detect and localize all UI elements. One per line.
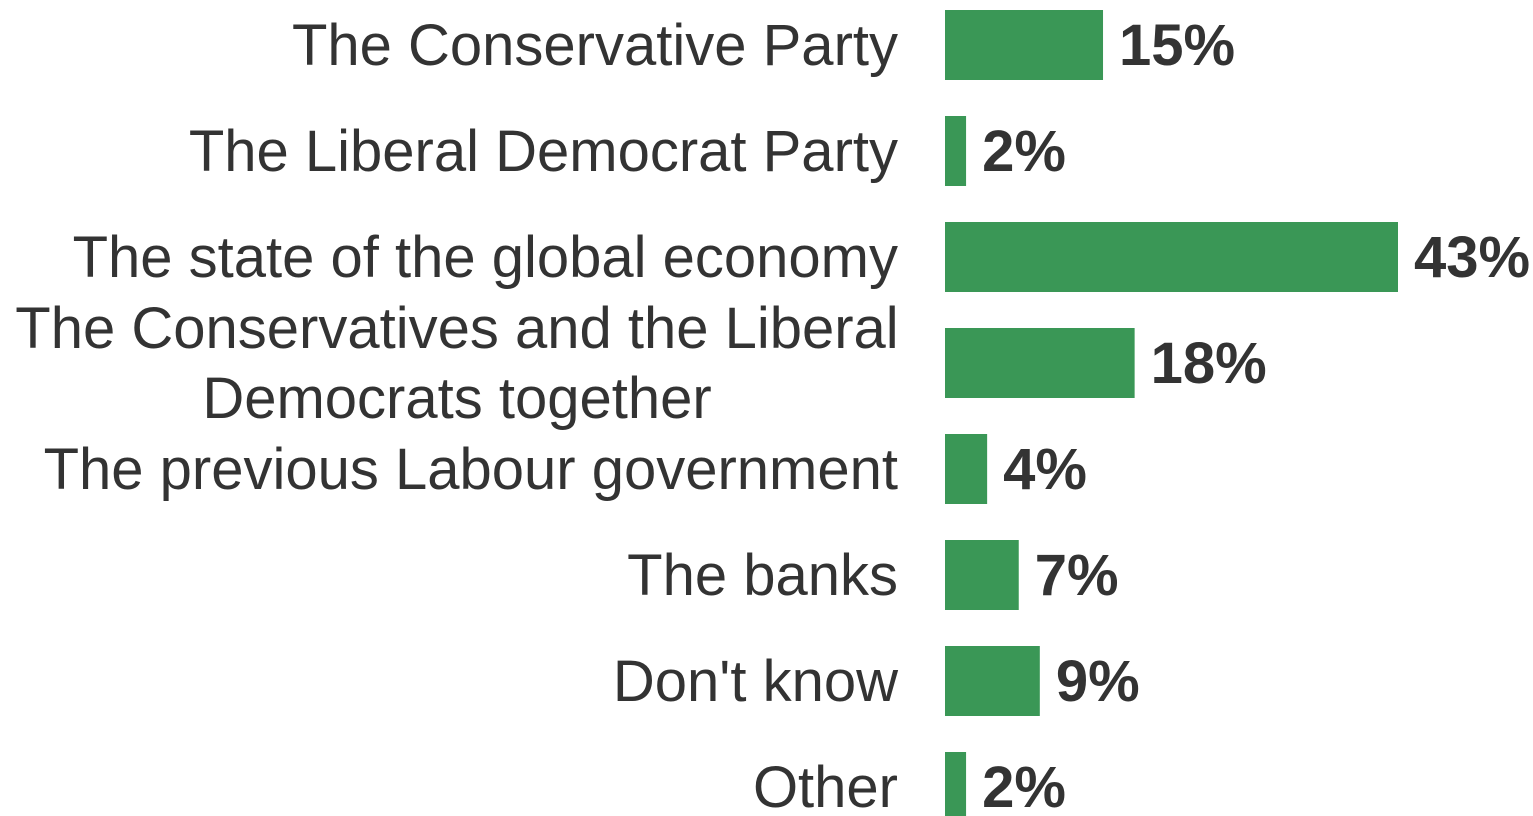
bar <box>945 646 1040 716</box>
category-label: The Conservative Party <box>292 13 898 78</box>
value-label: 2% <box>982 755 1066 816</box>
bar <box>945 752 967 816</box>
bars-group <box>945 10 1398 816</box>
category-labels-group: The Conservative Party The Liberal Democr… <box>15 13 899 816</box>
category-label: Don't know <box>613 649 899 714</box>
category-label: The banks <box>627 543 898 608</box>
bar <box>945 10 1104 80</box>
value-labels-group: 15% 2% 43% 18% 4% 7% 9% 2% <box>982 13 1530 816</box>
bar <box>945 222 1398 292</box>
category-label: The Liberal Democrat Party <box>189 119 898 184</box>
value-label: 2% <box>982 119 1066 184</box>
bar <box>945 434 988 504</box>
category-label: The Conservatives and the Liberal Democra… <box>15 296 898 431</box>
value-label: 43% <box>1414 225 1530 290</box>
value-label: 9% <box>1056 649 1140 714</box>
value-label: 15% <box>1119 13 1235 78</box>
category-label: Other <box>753 755 898 816</box>
value-label: 4% <box>1003 437 1087 502</box>
bar <box>945 540 1019 610</box>
category-label: The state of the global economy <box>73 225 898 290</box>
value-label: 18% <box>1151 331 1267 396</box>
bar <box>945 328 1135 398</box>
category-label: The previous Labour government <box>44 437 898 502</box>
bar <box>945 116 967 186</box>
value-label: 7% <box>1035 543 1119 608</box>
